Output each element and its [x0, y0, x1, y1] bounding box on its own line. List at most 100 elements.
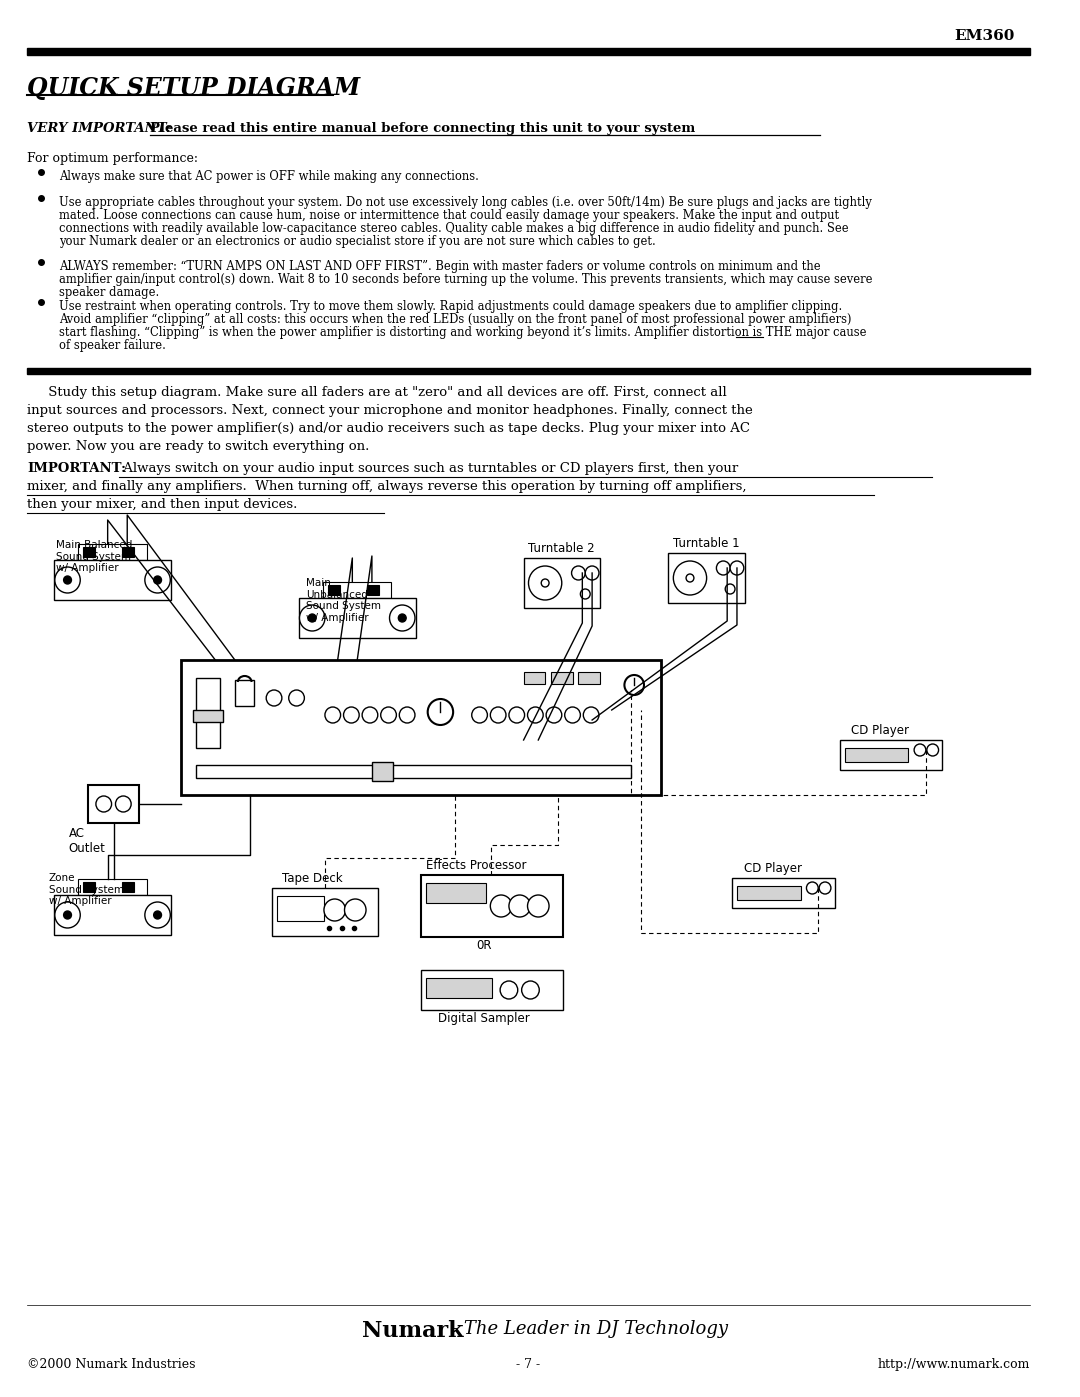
Circle shape [725, 584, 735, 594]
Circle shape [509, 707, 525, 724]
Text: Tape Deck: Tape Deck [282, 872, 342, 886]
Bar [89, 785, 139, 823]
Text: amplifier gain/input control(s) down. Wait 8 to 10 seconds before turning up the: amplifier gain/input control(s) down. Wa… [58, 272, 873, 286]
Bar [78, 543, 147, 560]
Text: Study this setup diagram. Make sure all faders are at "zero" and all devices are: Study this setup diagram. Make sure all … [27, 386, 727, 400]
Circle shape [490, 895, 512, 916]
Text: Main Balanced
Sound System
w/ Amplifier: Main Balanced Sound System w/ Amplifier [56, 541, 132, 573]
Bar [78, 879, 147, 895]
Circle shape [96, 796, 111, 812]
Circle shape [472, 707, 487, 724]
Text: AC
Outlet: AC Outlet [68, 827, 106, 855]
Circle shape [399, 615, 406, 622]
Circle shape [343, 707, 360, 724]
Text: - 7 -: - 7 - [516, 1358, 541, 1370]
Text: connections with readily available low-capacitance stereo cables. Quality cable : connections with readily available low-c… [58, 222, 849, 235]
Bar [195, 766, 632, 778]
Circle shape [308, 615, 316, 622]
Text: Use appropriate cables throughout your system. Do not use excessively long cable: Use appropriate cables throughout your s… [58, 196, 872, 210]
Circle shape [145, 567, 171, 592]
Text: VERY IMPORTANT:: VERY IMPORTANT: [27, 122, 172, 136]
Circle shape [324, 900, 346, 921]
Bar [195, 678, 220, 747]
Bar [234, 680, 255, 705]
Bar [328, 585, 339, 595]
Text: Please read this entire manual before connecting this unit to your system: Please read this entire manual before co… [150, 122, 696, 136]
Circle shape [585, 566, 599, 580]
Bar [276, 895, 324, 921]
Circle shape [624, 675, 644, 694]
Circle shape [266, 690, 282, 705]
Text: mated. Loose connections can cause hum, noise or intermittence that could easily: mated. Loose connections can cause hum, … [58, 210, 839, 222]
Circle shape [490, 707, 507, 724]
Circle shape [686, 574, 694, 583]
Circle shape [571, 566, 585, 580]
Text: ©2000 Numark Industries: ©2000 Numark Industries [27, 1358, 195, 1370]
Circle shape [509, 895, 530, 916]
Text: power. Now you are ready to switch everything on.: power. Now you are ready to switch every… [27, 440, 369, 453]
Circle shape [541, 578, 549, 587]
Bar [83, 548, 95, 557]
Text: Digital Sampler: Digital Sampler [438, 1011, 530, 1025]
Bar [272, 888, 378, 936]
Circle shape [500, 981, 517, 999]
Circle shape [325, 707, 340, 724]
Circle shape [153, 911, 162, 919]
Circle shape [381, 707, 396, 724]
Bar [54, 560, 172, 599]
Text: http://www.numark.com: http://www.numark.com [877, 1358, 1029, 1370]
Bar [122, 882, 134, 893]
Circle shape [522, 981, 539, 999]
Bar [579, 672, 600, 685]
Bar [372, 761, 393, 781]
Circle shape [116, 796, 131, 812]
Text: Main
Unbalanced
Sound System
w/ Amplifier: Main Unbalanced Sound System w/ Amplifie… [307, 578, 381, 623]
Text: For optimum performance:: For optimum performance: [27, 152, 199, 165]
Circle shape [362, 707, 378, 724]
Circle shape [580, 590, 590, 599]
Text: QUICK SETUP DIAGRAM: QUICK SETUP DIAGRAM [27, 75, 361, 101]
Circle shape [716, 562, 730, 576]
Circle shape [927, 745, 939, 756]
Text: Zone
Sound System
w/ Amplifier: Zone Sound System w/ Amplifier [49, 873, 124, 907]
Bar [840, 740, 943, 770]
Circle shape [145, 902, 171, 928]
Circle shape [527, 707, 543, 724]
Circle shape [583, 707, 599, 724]
Text: stereo outputs to the power amplifier(s) and/or audio receivers such as tape dec: stereo outputs to the power amplifier(s)… [27, 422, 751, 434]
Bar [83, 882, 95, 893]
Circle shape [546, 707, 562, 724]
Circle shape [807, 882, 819, 894]
Bar [27, 47, 1029, 54]
Text: - The Leader in DJ Technology: - The Leader in DJ Technology [453, 1320, 728, 1338]
Bar [737, 886, 800, 900]
Text: then your mixer, and then input devices.: then your mixer, and then input devices. [27, 497, 298, 511]
Bar [421, 970, 563, 1010]
Text: of speaker failure.: of speaker failure. [58, 339, 165, 352]
Bar [732, 877, 835, 908]
Circle shape [527, 895, 549, 916]
Circle shape [673, 562, 706, 595]
Circle shape [345, 900, 366, 921]
Text: start flashing. “Clipping” is when the power amplifier is distorting and working: start flashing. “Clipping” is when the p… [58, 326, 866, 339]
Circle shape [153, 576, 162, 584]
Text: Turntable 1: Turntable 1 [673, 536, 740, 550]
Text: mixer, and finally any amplifiers.  When turning off, always reverse this operat: mixer, and finally any amplifiers. When … [27, 481, 747, 493]
Circle shape [64, 911, 71, 919]
Text: Always make sure that AC power is OFF while making any connections.: Always make sure that AC power is OFF wh… [58, 170, 478, 183]
Text: IMPORTANT:: IMPORTANT: [27, 462, 126, 475]
Bar [426, 883, 486, 902]
Text: EM360: EM360 [955, 29, 1014, 43]
Bar [845, 747, 908, 761]
Bar [193, 710, 224, 722]
Bar [551, 672, 572, 685]
Text: Effects Processor: Effects Processor [426, 859, 526, 872]
Bar [669, 553, 745, 604]
Text: speaker damage.: speaker damage. [58, 286, 159, 299]
Bar [181, 659, 661, 795]
Bar [323, 583, 391, 598]
Circle shape [565, 707, 580, 724]
Circle shape [428, 698, 454, 725]
Circle shape [819, 882, 831, 894]
Bar [421, 875, 563, 937]
